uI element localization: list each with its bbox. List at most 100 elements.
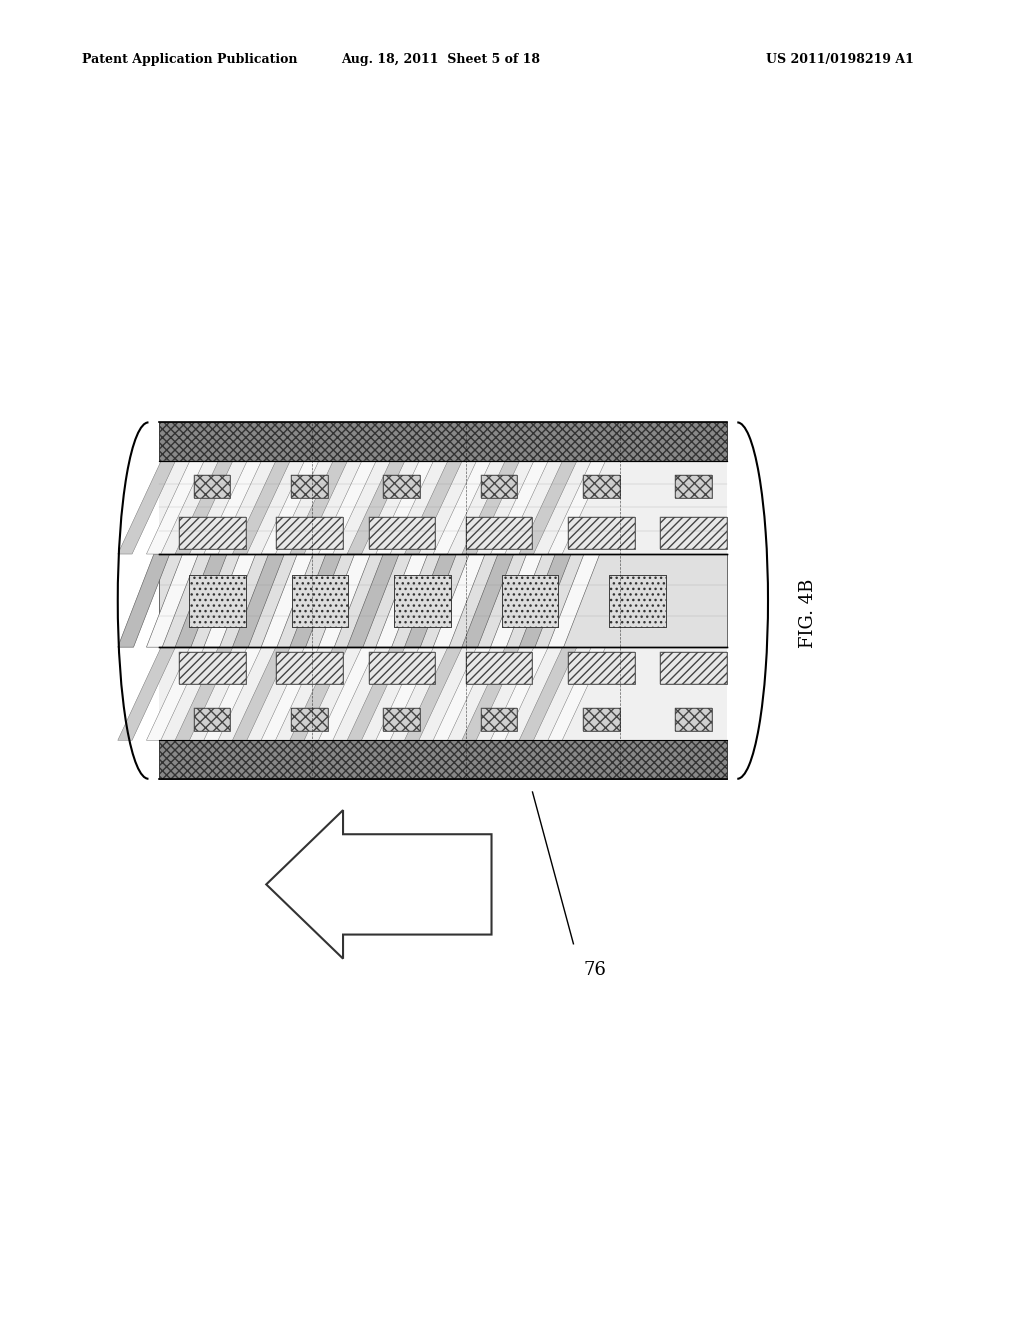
Bar bbox=[369, 516, 435, 549]
Bar bbox=[194, 475, 230, 498]
Bar bbox=[466, 516, 532, 549]
Polygon shape bbox=[261, 554, 313, 647]
Bar bbox=[660, 516, 727, 549]
Bar bbox=[383, 708, 420, 731]
Bar bbox=[480, 475, 517, 498]
Bar bbox=[568, 516, 635, 549]
Bar bbox=[660, 516, 727, 549]
Bar bbox=[292, 576, 348, 627]
Polygon shape bbox=[548, 554, 600, 647]
Bar bbox=[502, 576, 558, 627]
Polygon shape bbox=[462, 647, 519, 741]
Polygon shape bbox=[232, 461, 290, 554]
Bar bbox=[369, 652, 435, 685]
Polygon shape bbox=[404, 461, 462, 554]
Bar bbox=[276, 516, 343, 549]
Polygon shape bbox=[519, 461, 577, 554]
Bar bbox=[568, 652, 635, 685]
Polygon shape bbox=[548, 647, 605, 741]
Bar bbox=[383, 475, 420, 498]
Bar bbox=[179, 516, 246, 549]
Bar bbox=[292, 576, 348, 627]
Polygon shape bbox=[118, 554, 170, 647]
Bar bbox=[159, 741, 727, 779]
Bar bbox=[480, 708, 517, 731]
Bar bbox=[179, 652, 246, 685]
Bar bbox=[189, 576, 246, 627]
Bar bbox=[383, 475, 420, 498]
Bar bbox=[291, 708, 328, 731]
Polygon shape bbox=[519, 647, 577, 741]
Bar bbox=[502, 576, 558, 627]
Bar bbox=[291, 708, 328, 731]
Bar bbox=[466, 516, 532, 549]
Polygon shape bbox=[204, 461, 261, 554]
Polygon shape bbox=[175, 461, 232, 554]
Polygon shape bbox=[519, 554, 571, 647]
Bar bbox=[660, 652, 727, 685]
Bar bbox=[276, 652, 343, 685]
Polygon shape bbox=[347, 461, 404, 554]
Polygon shape bbox=[376, 647, 433, 741]
Bar bbox=[369, 516, 435, 549]
Bar bbox=[609, 576, 666, 627]
Polygon shape bbox=[232, 554, 285, 647]
Bar bbox=[159, 422, 727, 461]
Polygon shape bbox=[376, 461, 433, 554]
Polygon shape bbox=[490, 461, 548, 554]
Polygon shape bbox=[146, 647, 204, 741]
Bar bbox=[159, 461, 727, 741]
Bar bbox=[194, 475, 230, 498]
Bar bbox=[583, 708, 620, 731]
Bar bbox=[194, 708, 230, 731]
Bar bbox=[291, 475, 328, 498]
Bar bbox=[675, 708, 712, 731]
Bar bbox=[189, 576, 246, 627]
Bar bbox=[383, 708, 420, 731]
Bar bbox=[466, 652, 532, 685]
Bar bbox=[675, 708, 712, 731]
Bar bbox=[466, 652, 532, 685]
Polygon shape bbox=[290, 461, 347, 554]
Polygon shape bbox=[433, 554, 485, 647]
Bar bbox=[394, 576, 451, 627]
Polygon shape bbox=[376, 554, 428, 647]
Text: 76: 76 bbox=[584, 961, 606, 979]
Bar bbox=[291, 475, 328, 498]
Bar bbox=[179, 516, 246, 549]
Bar bbox=[675, 475, 712, 498]
Bar bbox=[159, 647, 727, 741]
Polygon shape bbox=[548, 461, 605, 554]
Bar bbox=[159, 422, 727, 461]
Text: Aug. 18, 2011  Sheet 5 of 18: Aug. 18, 2011 Sheet 5 of 18 bbox=[341, 53, 540, 66]
Polygon shape bbox=[404, 554, 457, 647]
Bar bbox=[394, 576, 451, 627]
Polygon shape bbox=[433, 647, 490, 741]
Polygon shape bbox=[204, 647, 261, 741]
Polygon shape bbox=[290, 554, 342, 647]
Polygon shape bbox=[261, 461, 318, 554]
Bar bbox=[609, 576, 666, 627]
Bar bbox=[583, 708, 620, 731]
Polygon shape bbox=[347, 647, 404, 741]
Bar bbox=[568, 516, 635, 549]
Polygon shape bbox=[462, 461, 519, 554]
Polygon shape bbox=[490, 554, 543, 647]
Polygon shape bbox=[347, 554, 399, 647]
Bar bbox=[159, 461, 727, 554]
Bar bbox=[583, 475, 620, 498]
Polygon shape bbox=[261, 647, 318, 741]
Bar bbox=[179, 652, 246, 685]
Polygon shape bbox=[118, 461, 175, 554]
Polygon shape bbox=[318, 461, 376, 554]
Polygon shape bbox=[266, 810, 492, 958]
Bar bbox=[480, 708, 517, 731]
Text: Patent Application Publication: Patent Application Publication bbox=[82, 53, 297, 66]
Polygon shape bbox=[433, 461, 490, 554]
Polygon shape bbox=[175, 554, 227, 647]
Bar bbox=[583, 475, 620, 498]
Polygon shape bbox=[462, 554, 514, 647]
Bar bbox=[660, 652, 727, 685]
Bar bbox=[276, 652, 343, 685]
Polygon shape bbox=[490, 647, 548, 741]
